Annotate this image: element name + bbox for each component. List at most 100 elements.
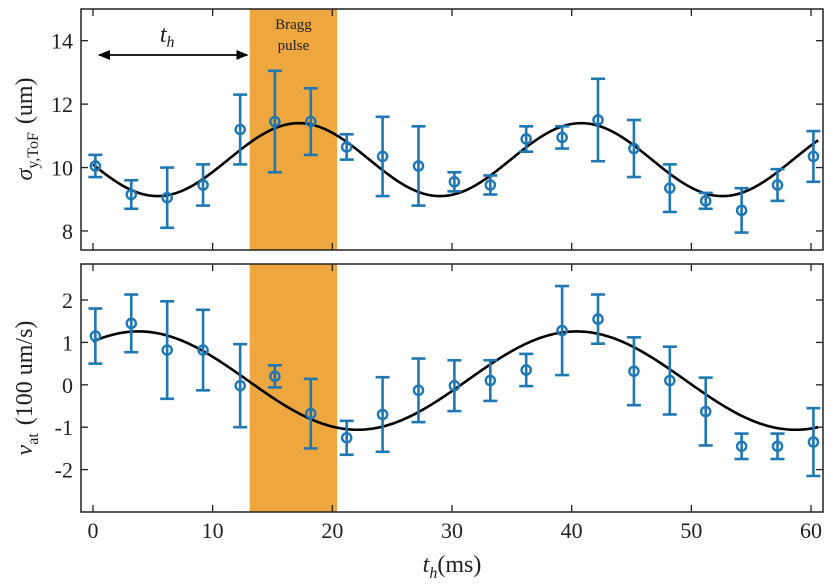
data-marker [161, 191, 173, 204]
errorbar-point [662, 345, 677, 416]
xlabel-sub: h [429, 565, 437, 582]
hold-time-label: th [160, 22, 175, 51]
data-marker [448, 379, 461, 392]
top-y-axis-label: σy,ToF (um) [12, 77, 42, 180]
x-tick-label: 40 [561, 518, 583, 543]
errorbar-point [88, 153, 103, 179]
errorbar-point [519, 125, 534, 153]
y-tick-label: 2 [62, 288, 73, 313]
bottom-y-axis-label: vat (100 um/s) [12, 321, 42, 456]
y-tick-label: 12 [51, 92, 73, 117]
bottom-y-ticks: -2 -1 0 1 2 [55, 288, 823, 483]
data-marker [412, 384, 425, 397]
x-tick-label: 20 [321, 518, 343, 543]
data-marker [269, 370, 281, 383]
y-tick-label: 0 [62, 373, 73, 398]
x-tick-label: 10 [202, 518, 224, 543]
bragg-label-line2: pulse [278, 38, 310, 54]
bottom-data-points [88, 284, 821, 478]
data-marker [699, 195, 712, 207]
data-marker [771, 179, 784, 191]
bottom-ylabel-sub: at [25, 433, 42, 445]
errorbar-point [124, 293, 139, 354]
data-marker [376, 150, 389, 163]
top-data-points [88, 69, 821, 234]
data-marker [735, 440, 748, 453]
bottom-plot-frame [80, 263, 824, 513]
hold-label-sub: h [166, 34, 174, 51]
errorbar-point [626, 118, 641, 179]
bottom-bragg-pulse-band [249, 264, 338, 512]
data-marker [304, 407, 317, 420]
errorbar-point [267, 69, 282, 174]
data-marker [125, 317, 138, 330]
data-marker [340, 432, 353, 444]
errorbar-point [196, 163, 211, 207]
data-marker [592, 114, 604, 126]
data-marker [89, 330, 102, 342]
errorbar-point [303, 377, 318, 450]
data-marker [234, 123, 246, 136]
errorbar-point [447, 358, 462, 413]
data-marker [735, 204, 748, 217]
errorbar-point [483, 174, 498, 196]
data-marker [520, 133, 533, 145]
errorbar-point [734, 432, 749, 461]
data-marker [664, 374, 676, 387]
data-marker [771, 440, 784, 453]
data-marker [340, 141, 353, 153]
data-marker [376, 408, 389, 421]
errorbar-point [160, 300, 175, 401]
data-marker [628, 142, 640, 155]
errorbar-point [519, 352, 534, 388]
bottom-ylabel-unit: (100 um/s) [12, 321, 38, 426]
bottom-ylabel-main: v [12, 444, 38, 455]
data-marker [520, 364, 533, 376]
y-tick-label: 14 [51, 29, 73, 54]
errorbar-point [375, 375, 390, 454]
errorbar-point [734, 186, 749, 234]
x-tick-label: 60 [800, 518, 822, 543]
data-marker [269, 115, 281, 128]
errorbar-point [770, 432, 785, 461]
data-marker [556, 131, 568, 144]
data-marker [628, 365, 640, 378]
data-marker [197, 344, 209, 356]
errorbar-point [591, 293, 606, 345]
errorbar-point [233, 93, 248, 166]
x-tick-label: 50 [680, 518, 702, 543]
data-marker [304, 115, 317, 128]
errorbar-point [196, 308, 211, 392]
errorbar-point [806, 129, 821, 184]
y-tick-label: -1 [55, 415, 73, 440]
top-fit-curve [92, 121, 819, 198]
hold-label-main: t [160, 22, 168, 48]
errorbar-point [447, 171, 462, 193]
xlabel-main: t [423, 552, 431, 578]
top-panel: 8 10 12 14 Bragg pulse th σy,ToF (um) [12, 8, 824, 251]
y-tick-label: 10 [51, 156, 73, 181]
data-marker [161, 344, 173, 356]
top-plot-frame [80, 8, 824, 251]
errorbar-point [375, 115, 390, 198]
errorbar-point [411, 357, 426, 424]
top-ylabel-main: σ [12, 168, 38, 181]
data-marker [125, 188, 138, 201]
errorbar-point [555, 125, 570, 150]
top-y-ticks: 8 10 12 14 [51, 29, 823, 244]
errorbar-point [303, 86, 318, 157]
data-marker [592, 313, 604, 325]
x-tick-label: 30 [441, 518, 463, 543]
errorbar-point [483, 358, 498, 403]
data-marker [234, 379, 246, 392]
top-ylabel-sub: y,ToF [25, 132, 42, 169]
errorbar-point [339, 419, 354, 457]
errorbar-point [233, 342, 248, 429]
errorbar-point [267, 364, 282, 389]
data-marker [412, 160, 425, 172]
data-marker [807, 150, 820, 163]
errorbar-point [124, 178, 139, 211]
data-marker [664, 182, 676, 194]
